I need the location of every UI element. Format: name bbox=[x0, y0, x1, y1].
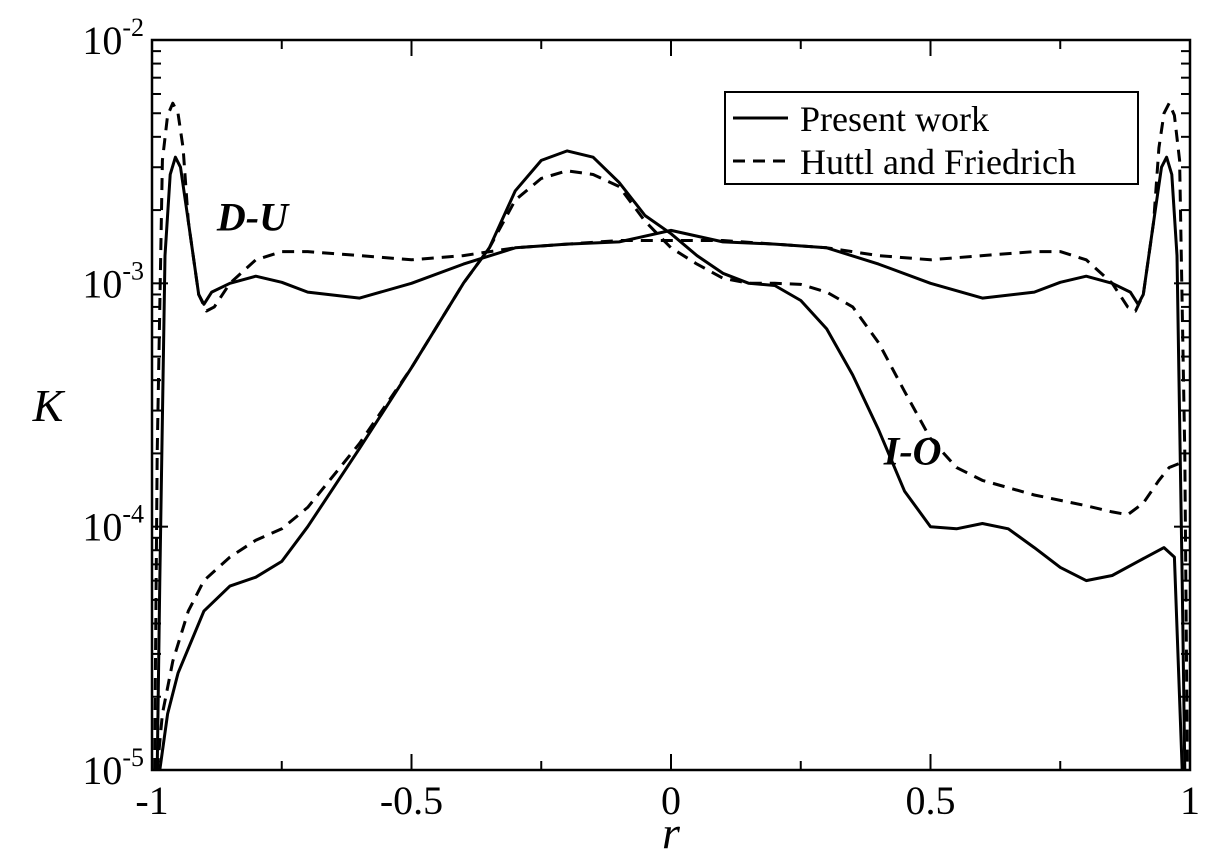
x-tick-label: -0.5 bbox=[380, 778, 443, 823]
lines-layer bbox=[153, 101, 1189, 770]
y-tick-label: 10-3 bbox=[82, 256, 144, 306]
y-tick-label-exponent: -3 bbox=[122, 256, 144, 285]
legend: Present work Huttl and Friedrich bbox=[724, 91, 1139, 185]
y-axis-title: K bbox=[32, 380, 66, 431]
plot-frame bbox=[150, 38, 1192, 772]
series-line-i-o-solid bbox=[158, 149, 1184, 770]
series-line-d-u-dashed bbox=[153, 101, 1189, 770]
x-tick-label: -1 bbox=[135, 778, 168, 823]
annotation-i-o: I-O bbox=[883, 429, 942, 474]
x-tick-label: 1 bbox=[1180, 778, 1200, 823]
legend-label-huttl-and-friedrich: Huttl and Friedrich bbox=[800, 142, 1076, 182]
y-tick-label: 10-4 bbox=[82, 500, 144, 550]
y-tick-label-base: 10 bbox=[82, 261, 122, 306]
x-tick-label: 0 bbox=[661, 778, 681, 823]
y-tick-label: 10-2 bbox=[82, 13, 144, 63]
y-tick-label: 10-5 bbox=[82, 743, 144, 793]
x-axis-title: r bbox=[662, 807, 681, 854]
y-tick-label-exponent: -4 bbox=[122, 500, 144, 529]
annotation-d-u: D-U bbox=[216, 194, 290, 239]
labels-layer: -1 -0.5 0 0.5 110-510-410-310-2 bbox=[82, 13, 1200, 823]
y-tick-label-base: 10 bbox=[82, 748, 122, 793]
series-line-i-o-dashed bbox=[155, 169, 1185, 770]
series-line-d-u-solid bbox=[155, 155, 1187, 770]
legend-box bbox=[724, 91, 1139, 185]
y-tick-label-base: 10 bbox=[82, 18, 122, 63]
legend-label-present-work: Present work bbox=[800, 99, 989, 139]
y-tick-label-exponent: -2 bbox=[122, 13, 144, 42]
y-tick-label-base: 10 bbox=[82, 505, 122, 550]
y-tick-label-exponent: -5 bbox=[122, 743, 144, 772]
x-tick-label: 0.5 bbox=[906, 778, 956, 823]
